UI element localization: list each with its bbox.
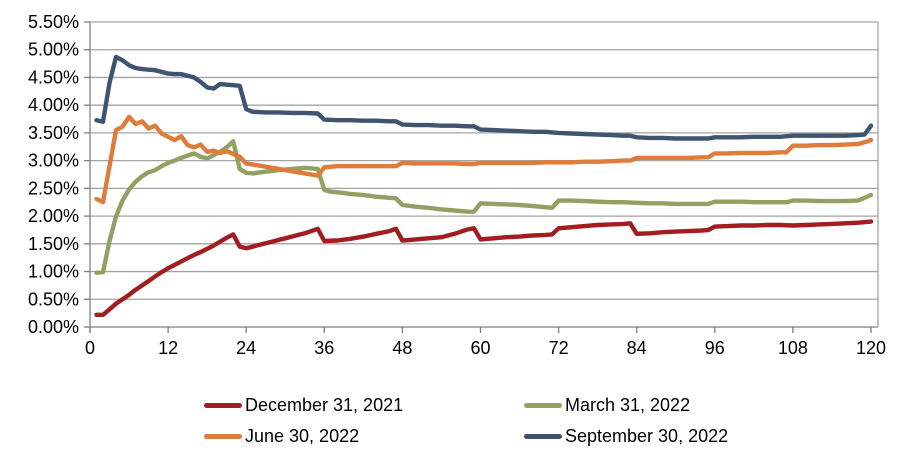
x-axis-label: 72 xyxy=(549,338,569,358)
x-axis-label: 24 xyxy=(236,338,256,358)
legend-item-june-30-2022: June 30, 2022 xyxy=(204,424,524,448)
series-line-june-30-2022 xyxy=(94,114,874,205)
series-line-december-31-2021 xyxy=(94,219,874,317)
x-axis-label: 108 xyxy=(778,338,808,358)
y-axis-label: 3.50% xyxy=(28,123,79,143)
y-axis-label: 3.00% xyxy=(28,151,79,171)
chart-legend: December 31, 2021 March 31, 2022 June 30… xyxy=(204,393,728,448)
x-axis-label: 0 xyxy=(85,338,95,358)
legend-swatch-september-30-2022 xyxy=(524,433,562,439)
legend-label-march-31-2022: March 31, 2022 xyxy=(565,395,691,415)
x-axis-label: 60 xyxy=(470,338,490,358)
legend-label-december-31-2021: December 31, 2021 xyxy=(245,395,404,415)
legend-label-june-30-2022: June 30, 2022 xyxy=(245,426,360,446)
legend-item-march-31-2022: March 31, 2022 xyxy=(524,393,728,417)
legend-label-september-30-2022: September 30, 2022 xyxy=(565,426,729,446)
y-axis-label: 2.00% xyxy=(28,206,79,226)
x-axis-label: 84 xyxy=(627,338,647,358)
legend-swatch-march-31-2022 xyxy=(524,402,562,408)
y-axis-label: 1.50% xyxy=(28,234,79,254)
y-axis-label: 4.00% xyxy=(28,95,79,115)
x-axis-label: 12 xyxy=(158,338,178,358)
y-axis-label: 0.00% xyxy=(28,317,79,337)
y-axis-label: 5.50% xyxy=(28,12,79,32)
x-axis-label: 48 xyxy=(392,338,412,358)
series-line-september-30-2022 xyxy=(94,54,874,141)
y-axis-label: 1.00% xyxy=(28,262,79,282)
x-axis-label: 120 xyxy=(856,338,886,358)
legend-item-december-31-2021: December 31, 2021 xyxy=(204,393,524,417)
y-axis-label: 4.50% xyxy=(28,67,79,87)
y-axis-label: 5.00% xyxy=(28,40,79,60)
legend-swatch-june-30-2022 xyxy=(204,433,242,439)
x-axis-label: 96 xyxy=(705,338,725,358)
series-line-march-31-2022 xyxy=(94,139,874,275)
legend-swatch-december-31-2021 xyxy=(204,402,242,408)
x-axis-label: 36 xyxy=(314,338,334,358)
y-axis-label: 0.50% xyxy=(28,289,79,309)
legend-item-september-30-2022: September 30, 2022 xyxy=(524,424,728,448)
yield-curve-plot: 0.00% 0.50% 1.00% 1.50% 2.00% 2.50% 3.00% 3.50%… xyxy=(28,12,886,358)
y-axis-label: 2.50% xyxy=(28,178,79,198)
